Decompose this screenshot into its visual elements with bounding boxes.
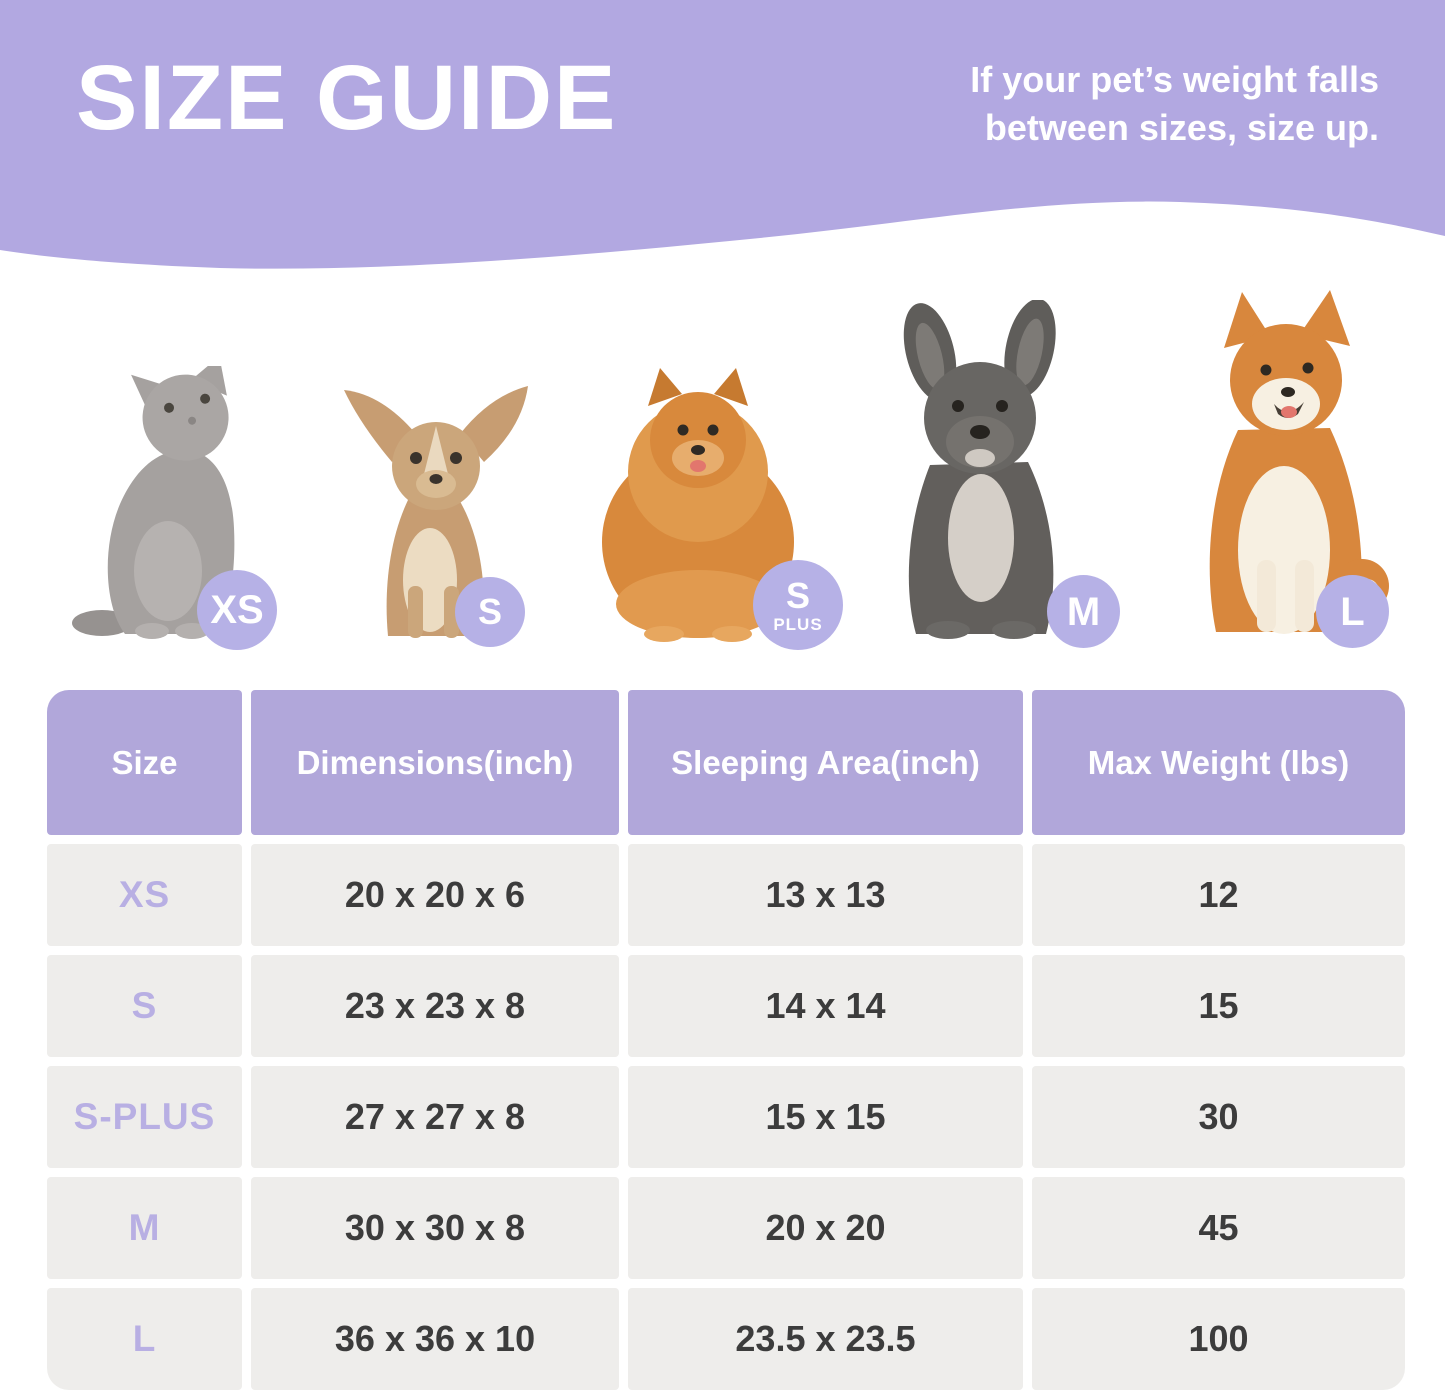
table-row-l-dimensions: 36 x 36 x 10: [251, 1288, 619, 1390]
size-badge-s-label: S: [477, 591, 502, 632]
size-badge-m-label: M: [1066, 589, 1101, 634]
table-row-s-size: S: [47, 955, 242, 1057]
size-badge-s-plus-sublabel: PLUS: [773, 614, 823, 634]
sizing-note-line2: between sizes, size up.: [984, 106, 1379, 148]
french-bulldog-image: [903, 300, 1056, 639]
size-badge-m: M: [1047, 575, 1120, 648]
size-badge-xs-label: XS: [210, 588, 264, 632]
size-badge-l-label: L: [1340, 589, 1365, 634]
table-row-l-size: L: [47, 1288, 242, 1390]
size-badge-s-plus: S PLUS: [753, 560, 843, 650]
size-badge-xs: XS: [197, 570, 277, 650]
size-table: Size Dimensions(inch) Sleeping Area(inch…: [47, 690, 1405, 1390]
page-title: SIZE GUIDE: [76, 47, 618, 149]
table-row-splus-max-weight: 30: [1032, 1066, 1405, 1168]
table-row-xs-sleeping-area: 13 x 13: [628, 844, 1023, 946]
pet-french-bulldog: [878, 300, 1083, 640]
size-badge-s: S: [455, 577, 525, 647]
column-header-dimensions: Dimensions(inch): [251, 690, 619, 835]
pomeranian-image: [602, 368, 794, 642]
table-row-xs-dimensions: 20 x 20 x 6: [251, 844, 619, 946]
table-row-m-max-weight: 45: [1032, 1177, 1405, 1279]
chihuahua-image: [344, 386, 528, 638]
banner-wave-background: [0, 0, 1445, 269]
table-row-m-sleeping-area: 20 x 20: [628, 1177, 1023, 1279]
size-badge-l: L: [1316, 575, 1389, 648]
table-row-splus-dimensions: 27 x 27 x 8: [251, 1066, 619, 1168]
table-row-splus-sleeping-area: 15 x 15: [628, 1066, 1023, 1168]
table-row-xs-max-weight: 12: [1032, 844, 1405, 946]
cat-image: [72, 366, 235, 639]
table-row-m-size: M: [47, 1177, 242, 1279]
pet-cat: [68, 366, 268, 641]
table-row-s-max-weight: 15: [1032, 955, 1405, 1057]
column-header-max-weight: Max Weight (lbs): [1032, 690, 1405, 835]
sizing-note: If your pet’s weight falls between sizes…: [970, 56, 1379, 151]
table-row-l-max-weight: 100: [1032, 1288, 1405, 1390]
column-header-size: Size: [47, 690, 242, 835]
table-row-l-sleeping-area: 23.5 x 23.5: [628, 1288, 1023, 1390]
table-row-m-dimensions: 30 x 30 x 8: [251, 1177, 619, 1279]
table-row-s-sleeping-area: 14 x 14: [628, 955, 1023, 1057]
pet-pomeranian: [588, 352, 808, 642]
pet-chihuahua: [330, 382, 540, 642]
table-row-s-dimensions: 23 x 23 x 8: [251, 955, 619, 1057]
table-row-splus-size: S-PLUS: [47, 1066, 242, 1168]
sizing-note-line1: If your pet’s weight falls: [970, 59, 1379, 100]
table-row-xs-size: XS: [47, 844, 242, 946]
size-badge-s-plus-label: S: [785, 574, 810, 616]
column-header-sleeping-area: Sleeping Area(inch): [628, 690, 1023, 835]
